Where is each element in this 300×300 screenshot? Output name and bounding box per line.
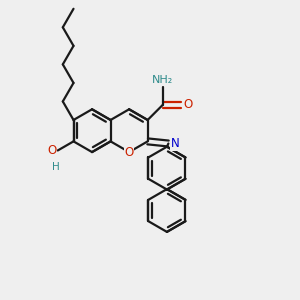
Text: N: N xyxy=(171,137,179,150)
Text: H: H xyxy=(52,162,60,172)
Text: NH₂: NH₂ xyxy=(152,75,173,85)
Text: O: O xyxy=(47,144,56,157)
Text: O: O xyxy=(124,146,134,159)
Text: O: O xyxy=(183,98,193,111)
